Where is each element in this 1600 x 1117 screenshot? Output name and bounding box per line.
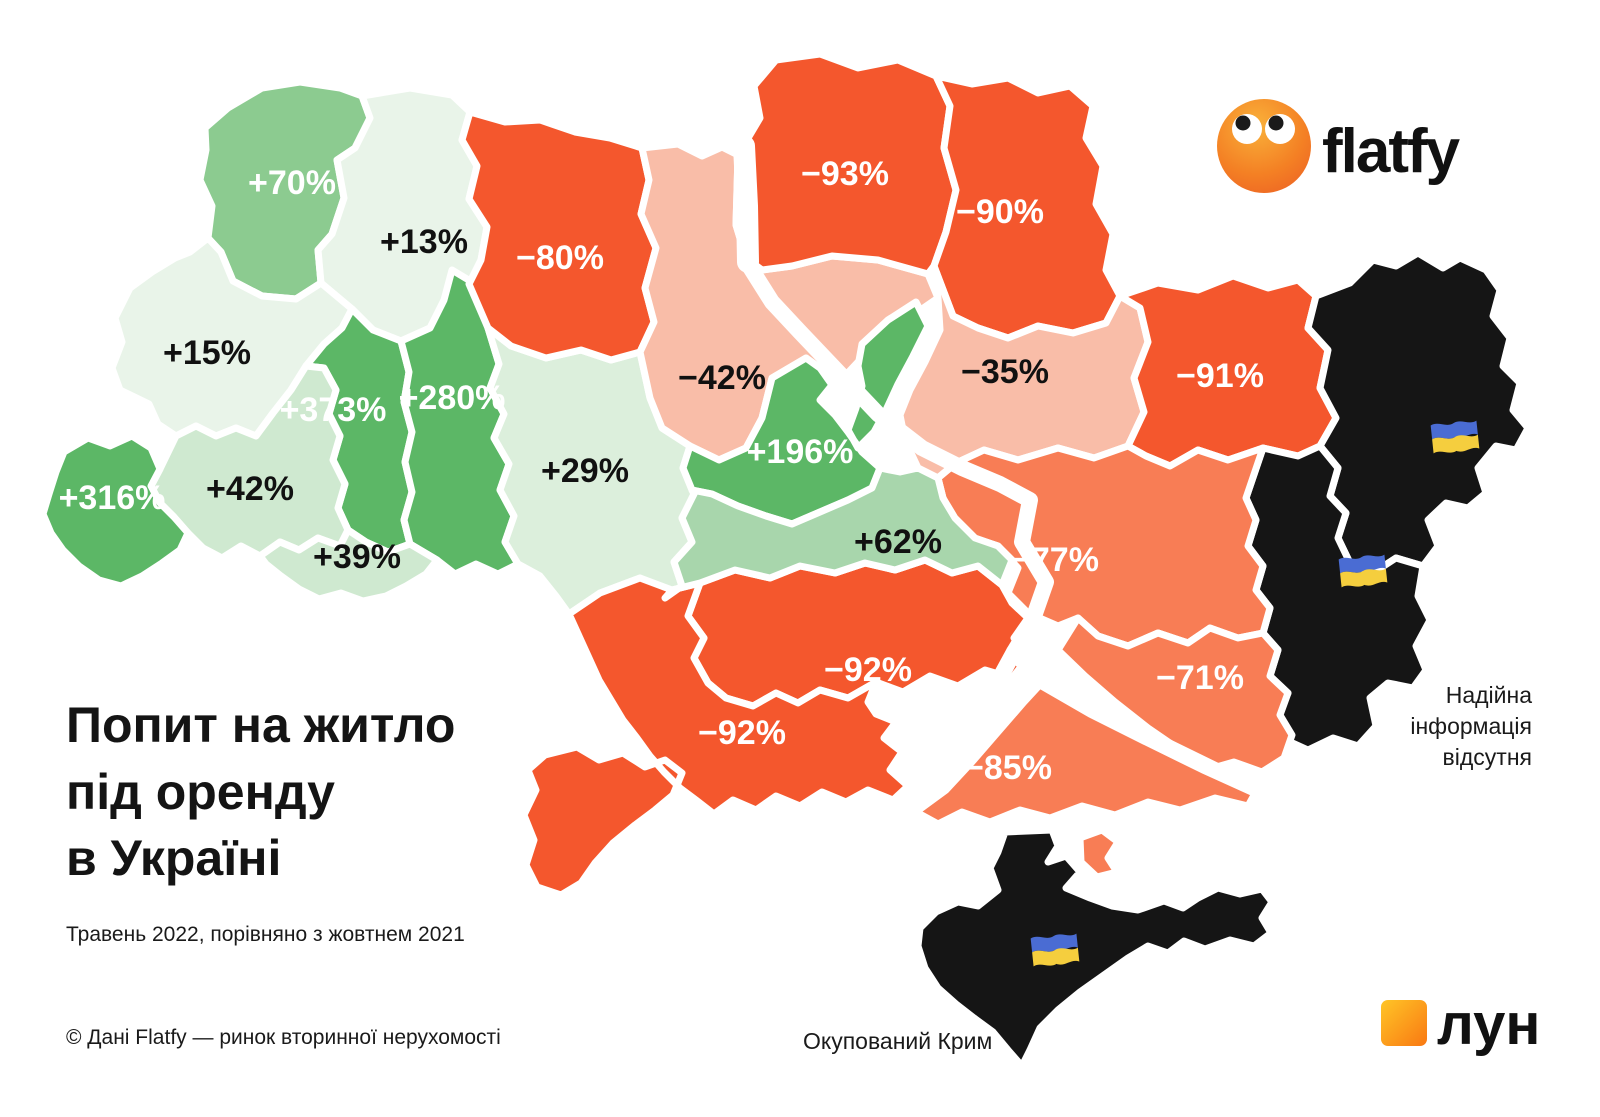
dnipro-river [733,135,1266,798]
page-title-line-3: в Україні [66,830,281,886]
region-label: −92% [698,714,786,752]
region-label: −92% [824,651,912,689]
occupied-crimea-caption: Окупований Крим [803,1028,992,1054]
region-no-data-crimea [914,826,1276,1070]
region-label: +39% [313,538,401,576]
region-label: −42% [678,359,766,397]
flatfy-pupil-right [1268,115,1284,131]
region-label: +70% [248,164,336,202]
region-plus-39 [256,526,441,605]
data-source-footnote: © Дані Flatfy — ринок вторинної нерухомо… [66,1026,501,1049]
lun-logo: лун [1381,992,1540,1057]
page-title-line-2: під оренду [66,764,335,820]
region-label: −77% [1011,541,1099,579]
region-minus-71 [1054,614,1296,776]
region-label: −85% [964,749,1052,787]
region-label: +373% [280,391,387,429]
region-label: −71% [1156,659,1244,697]
flatfy-logo: flatfy [1217,99,1463,193]
region-label: +62% [854,523,942,561]
region-label: +280% [399,379,506,417]
no-data-note-line-2: інформація [1410,713,1532,739]
no-data-note: Надійна інформація відсутня [1410,682,1532,770]
headline-block: Попит на житло під оренду в Україні Трав… [66,697,501,1049]
flatfy-pupil-left [1235,115,1251,131]
region-label: −90% [956,193,1044,231]
region-minus-85-islets [1076,826,1122,881]
region-label: −80% [516,239,604,277]
flatfy-ball-icon [1217,99,1311,193]
lun-square-icon [1381,1000,1427,1046]
region-label: +29% [541,452,629,490]
flatfy-wordmark: flatfy [1322,117,1461,186]
region-label: +196% [747,433,854,471]
lun-wordmark: лун [1437,992,1540,1057]
region-label: +13% [380,223,468,261]
no-data-note-line-3: відсутня [1443,744,1532,770]
region-value-labels: +70% +13% +15% +373% +280% +42% +316% +3… [59,155,1264,787]
region-label: +42% [206,470,294,508]
region-plus-316 [39,432,192,590]
map-regions [39,50,1532,1070]
region-minus-80 [458,108,660,364]
subtitle: Травень 2022, порівняно з жовтнем 2021 [66,923,465,946]
region-plus-62 [661,464,1016,602]
no-data-note-line-1: Надійна [1446,682,1532,708]
page-title-line-1: Попит на житло [66,697,455,753]
region-label: +316% [59,479,166,517]
region-label: +15% [163,334,251,372]
region-minus-92-southwest [520,574,912,899]
region-label: −35% [961,353,1049,391]
region-label: −91% [1176,357,1264,395]
region-label: −93% [801,155,889,193]
